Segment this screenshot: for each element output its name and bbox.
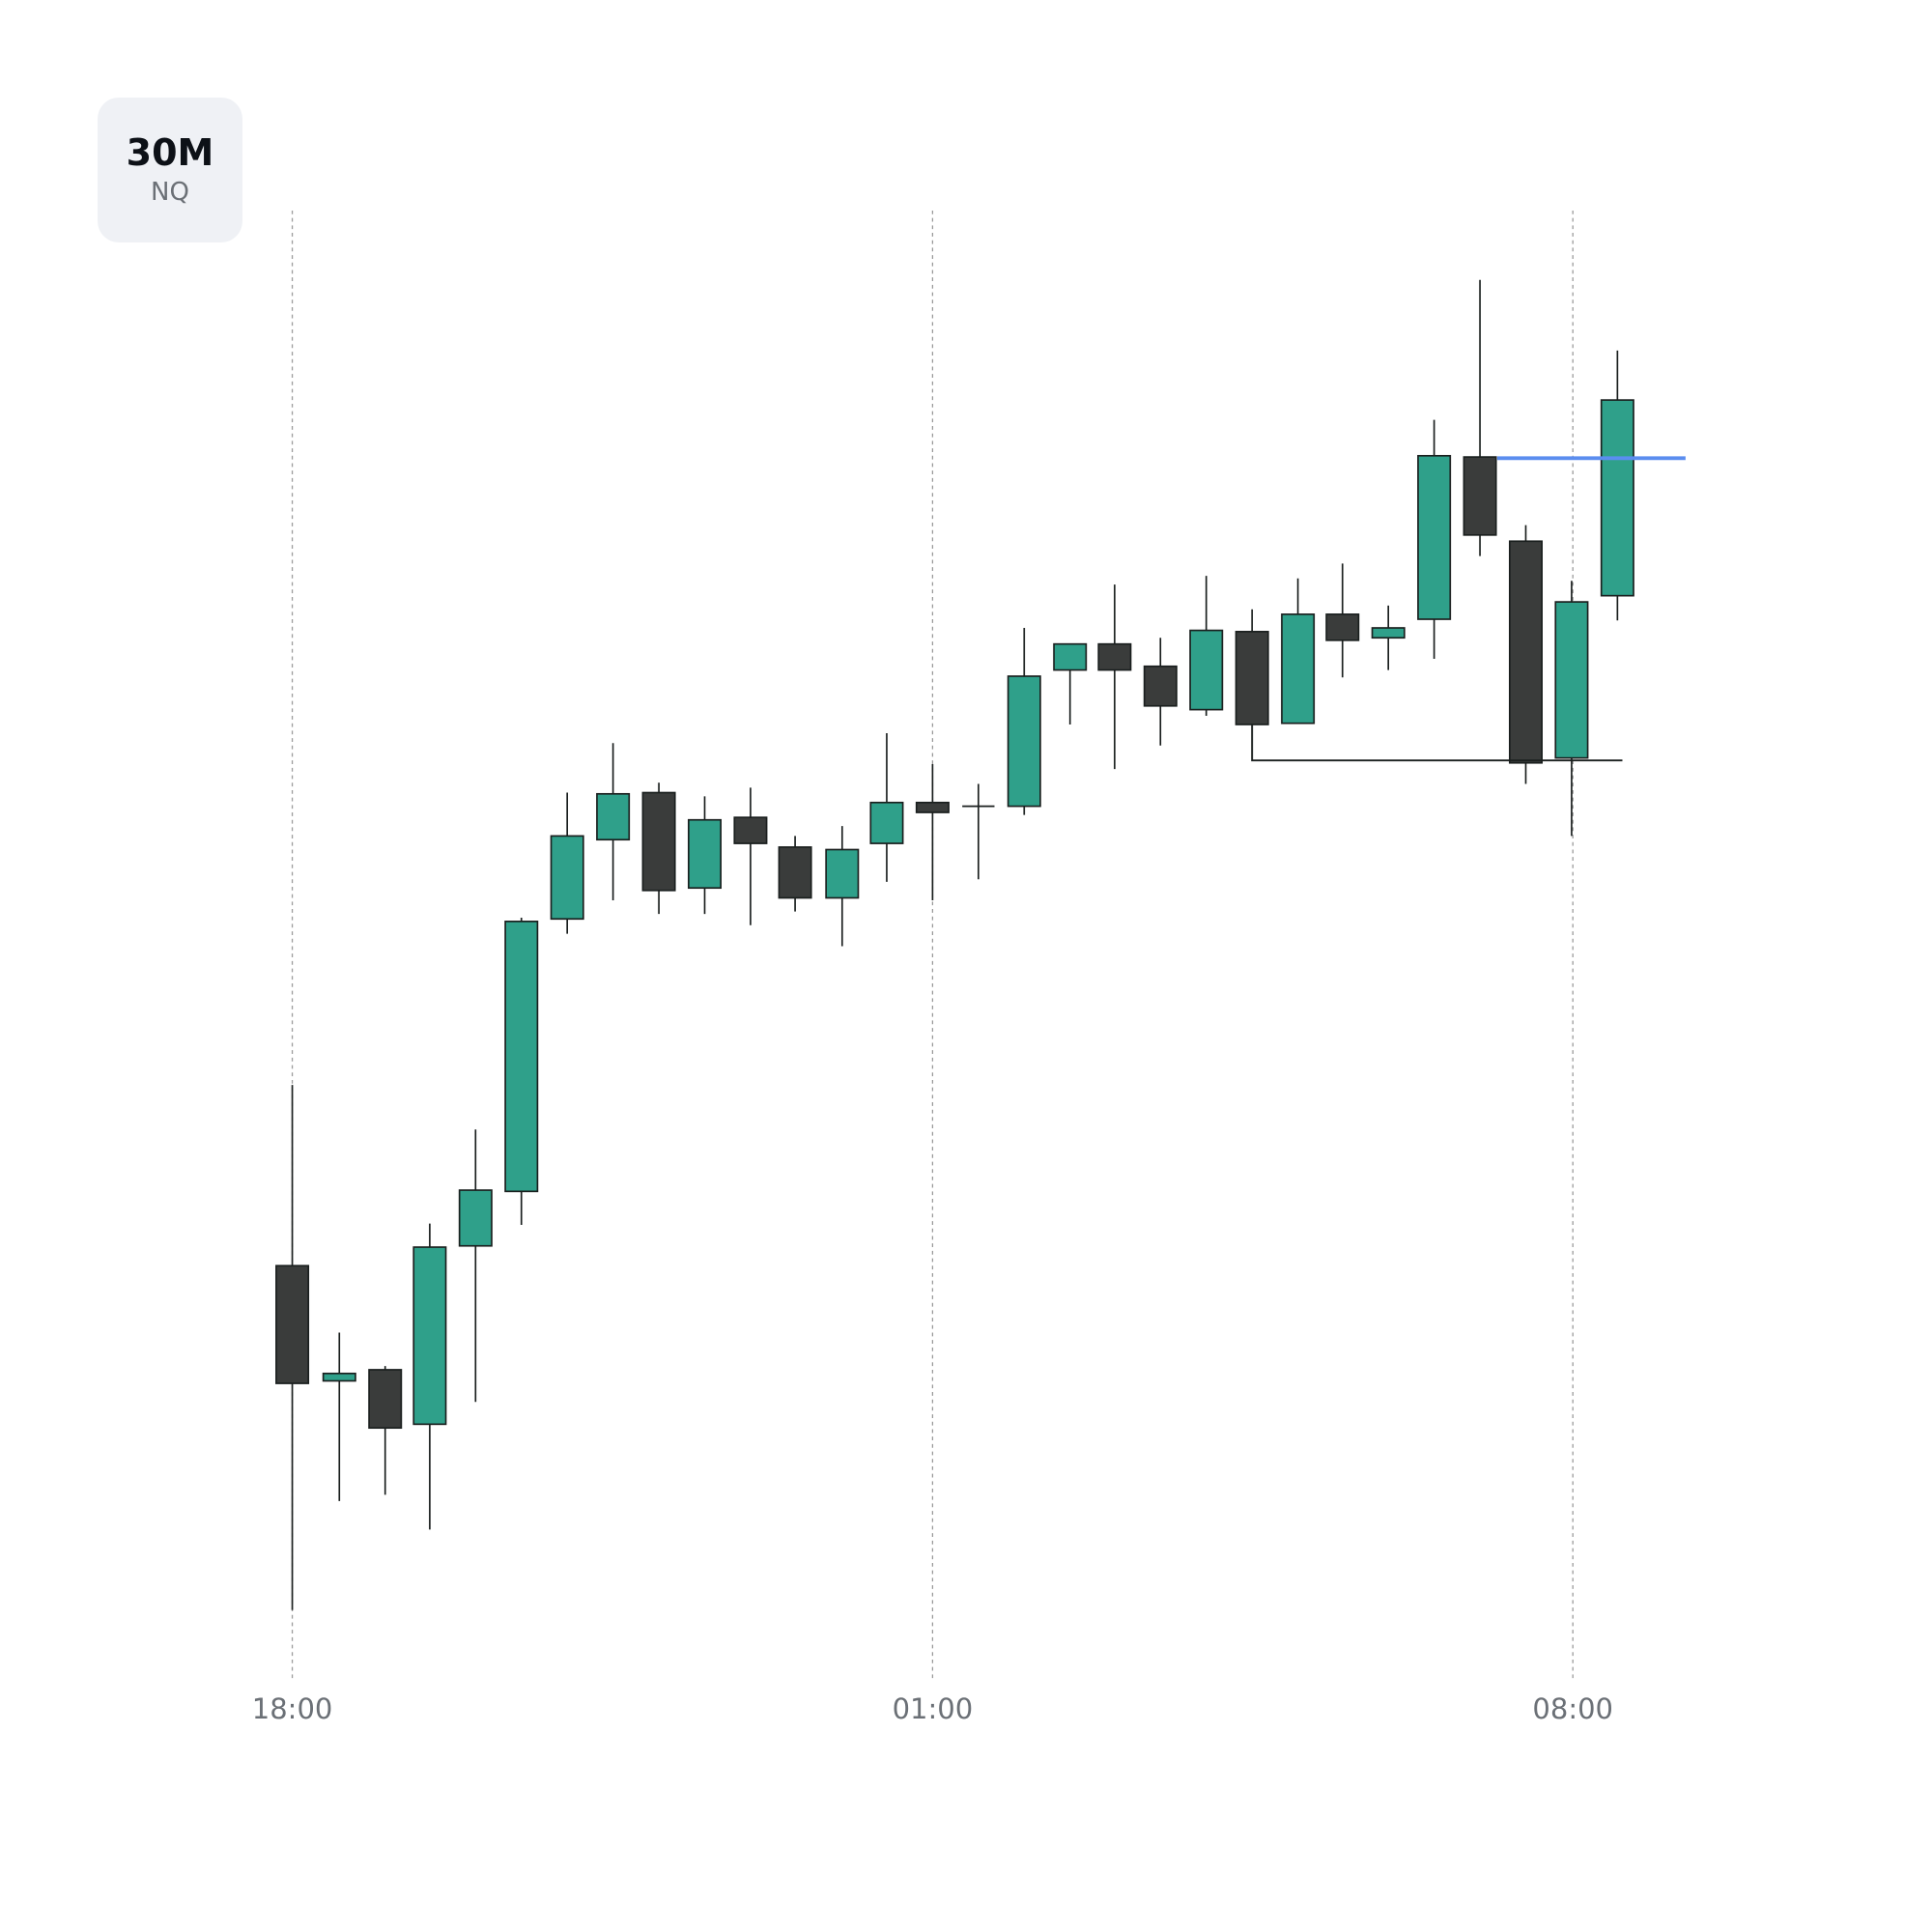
candle[interactable] — [962, 783, 995, 880]
candle-body — [1189, 629, 1224, 711]
candle[interactable] — [596, 743, 631, 901]
candle-body — [1235, 631, 1269, 725]
candle[interactable] — [641, 782, 676, 915]
candle-body — [596, 792, 631, 841]
candle[interactable] — [1508, 525, 1543, 784]
candle[interactable] — [778, 836, 812, 912]
candle-body — [412, 1246, 447, 1426]
candle[interactable] — [368, 1366, 403, 1495]
candle-body — [504, 921, 539, 1193]
candle[interactable] — [1371, 605, 1406, 670]
symbol-label: NQ — [151, 177, 189, 207]
candle-body — [687, 818, 722, 890]
candle[interactable] — [869, 732, 904, 882]
candle[interactable] — [1235, 609, 1269, 725]
range-low-line[interactable] — [1251, 724, 1623, 762]
timeframe-badge[interactable]: 30M NQ — [98, 98, 242, 242]
candle[interactable] — [458, 1129, 493, 1403]
candle[interactable] — [1600, 350, 1634, 621]
candle[interactable] — [915, 764, 950, 901]
candle[interactable] — [1554, 581, 1589, 837]
candle-body — [1325, 613, 1360, 641]
x-tick-label: 01:00 — [892, 1692, 974, 1725]
candle-body — [1554, 601, 1589, 759]
x-tick-label: 08:00 — [1532, 1692, 1613, 1725]
x-tick-label: 18:00 — [251, 1692, 333, 1725]
candle-body — [641, 791, 676, 892]
candle[interactable] — [1143, 638, 1178, 746]
candle[interactable] — [825, 826, 860, 947]
candle-body — [1007, 675, 1041, 808]
candle-body — [1600, 399, 1634, 597]
candle-body — [1417, 454, 1452, 620]
candle-body — [1053, 642, 1088, 671]
candle-body — [733, 816, 768, 844]
candle[interactable] — [733, 787, 768, 925]
candle-body — [869, 801, 904, 844]
candle-body — [1281, 613, 1316, 724]
candle-body — [275, 1264, 310, 1384]
candle[interactable] — [412, 1223, 447, 1530]
candle[interactable] — [1325, 563, 1360, 678]
candle[interactable] — [322, 1332, 356, 1501]
candle[interactable] — [275, 1085, 310, 1610]
candle-body — [1097, 642, 1132, 671]
time-gridlines — [291, 210, 1574, 1683]
candle-body — [368, 1369, 403, 1430]
candle-body — [1508, 540, 1543, 764]
candle[interactable] — [1417, 419, 1452, 660]
candle[interactable] — [504, 918, 539, 1225]
candle-body — [550, 835, 584, 921]
candle-body — [1463, 456, 1497, 536]
candle-body — [1143, 665, 1178, 707]
candle-body — [1371, 627, 1406, 639]
candles — [275, 279, 1634, 1610]
candle[interactable] — [550, 792, 584, 934]
candle[interactable] — [1463, 279, 1497, 556]
candle[interactable] — [1007, 628, 1041, 815]
candle[interactable] — [1097, 584, 1132, 770]
annotations — [1251, 456, 1686, 762]
candle-body — [825, 848, 860, 899]
candle[interactable] — [1281, 578, 1316, 724]
candle-body — [458, 1189, 493, 1247]
candle-body — [915, 801, 950, 813]
candle-body — [322, 1372, 356, 1382]
candle[interactable] — [1053, 642, 1088, 725]
candle[interactable] — [1189, 576, 1224, 717]
candle-body — [778, 846, 812, 899]
candle[interactable] — [687, 796, 722, 915]
timeframe-label: 30M — [126, 131, 214, 175]
